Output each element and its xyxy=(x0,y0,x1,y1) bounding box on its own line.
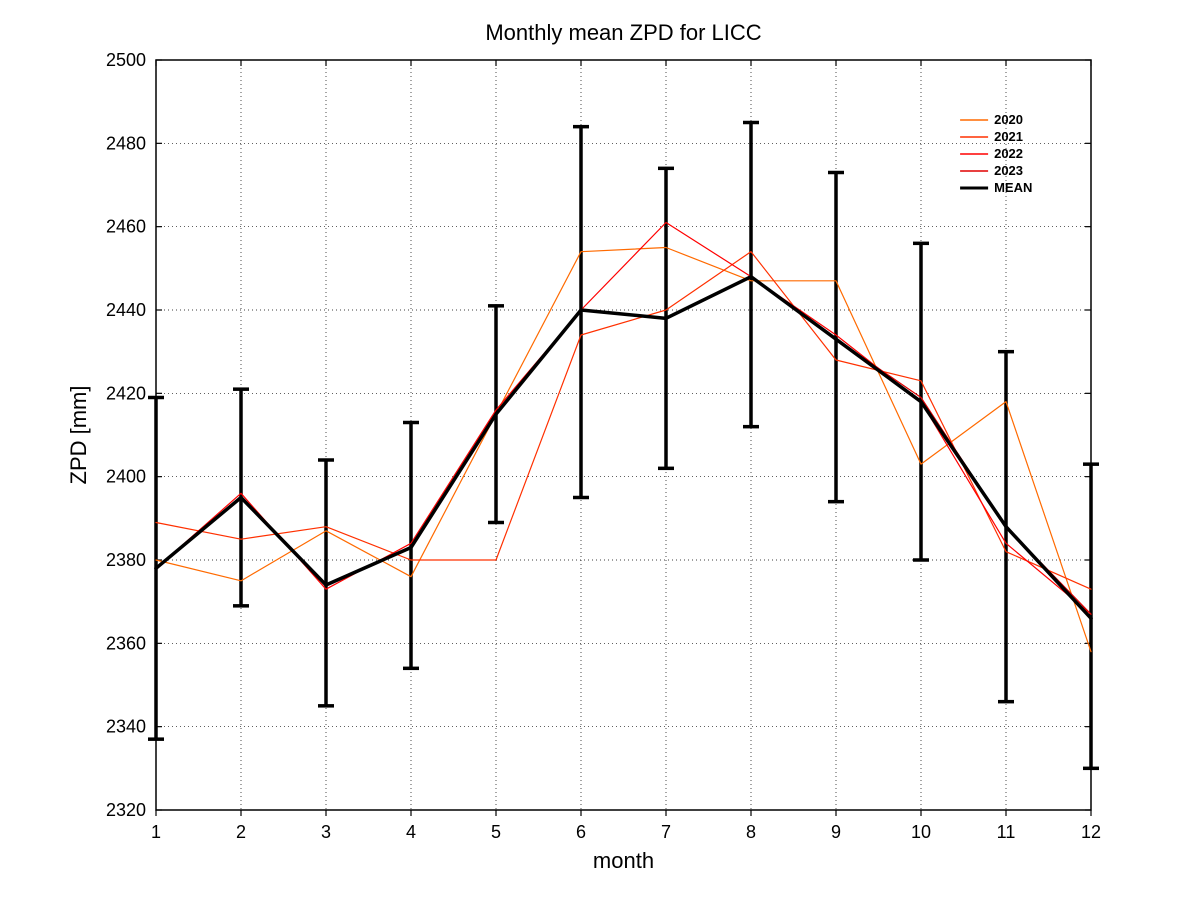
y-axis-label: ZPD [mm] xyxy=(66,386,91,485)
x-tick-label: 6 xyxy=(576,822,586,842)
y-tick-label: 2480 xyxy=(106,133,146,153)
chart-title: Monthly mean ZPD for LICC xyxy=(485,20,761,45)
y-tick-label: 2320 xyxy=(106,800,146,820)
y-tick-label: 2460 xyxy=(106,217,146,237)
y-tick-label: 2440 xyxy=(106,300,146,320)
legend-label: 2022 xyxy=(994,146,1023,161)
x-tick-label: 2 xyxy=(236,822,246,842)
y-tick-label: 2340 xyxy=(106,717,146,737)
chart-svg: 1234567891011122320234023602380240024202… xyxy=(0,0,1201,901)
x-tick-label: 1 xyxy=(151,822,161,842)
x-tick-label: 11 xyxy=(997,822,1016,842)
x-tick-label: 12 xyxy=(1081,822,1101,842)
x-tick-label: 5 xyxy=(491,822,501,842)
chart-container: 1234567891011122320234023602380240024202… xyxy=(0,0,1201,901)
legend-label: 2023 xyxy=(994,163,1023,178)
y-tick-label: 2380 xyxy=(106,550,146,570)
y-tick-label: 2360 xyxy=(106,633,146,653)
x-tick-label: 3 xyxy=(321,822,331,842)
y-tick-label: 2420 xyxy=(106,383,146,403)
x-axis-label: month xyxy=(593,848,654,873)
legend-label: MEAN xyxy=(994,180,1032,195)
legend-label: 2021 xyxy=(994,129,1023,144)
legend-label: 2020 xyxy=(994,112,1023,127)
y-tick-label: 2400 xyxy=(106,467,146,487)
x-tick-label: 9 xyxy=(831,822,841,842)
x-tick-label: 7 xyxy=(661,822,671,842)
x-tick-label: 8 xyxy=(746,822,756,842)
x-tick-label: 4 xyxy=(406,822,416,842)
y-tick-label: 2500 xyxy=(106,50,146,70)
x-tick-label: 10 xyxy=(911,822,931,842)
